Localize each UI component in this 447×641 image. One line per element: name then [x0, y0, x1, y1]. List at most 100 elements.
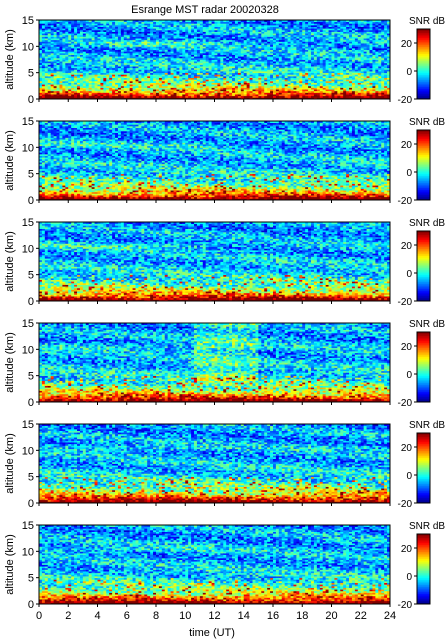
snr-cell: [62, 51, 66, 54]
snr-cell: [129, 36, 133, 39]
snr-cell: [53, 85, 57, 88]
snr-cell: [115, 59, 119, 62]
snr-cell: [202, 82, 207, 85]
snr-cell: [337, 31, 341, 34]
snr-cell: [296, 49, 300, 52]
snr-cell: [273, 92, 277, 95]
snr-cell: [188, 29, 192, 32]
snr-cell: [299, 52, 303, 55]
snr-cell: [217, 52, 221, 55]
snr-cell: [226, 75, 230, 79]
snr-cell: [65, 51, 69, 54]
snr-cell: [132, 59, 136, 62]
snr-cell: [135, 43, 139, 46]
snr-cell: [141, 23, 145, 26]
snr-cell: [41, 95, 46, 98]
snr-cell: [147, 67, 151, 70]
snr-cell: [74, 21, 78, 24]
snr-cell: [71, 54, 75, 57]
snr-cell: [182, 51, 186, 54]
snr-cell: [208, 66, 212, 69]
snr-cell: [223, 24, 227, 27]
snr-cell: [208, 51, 212, 54]
snr-cell: [59, 57, 63, 60]
snr-cell: [44, 77, 49, 80]
snr-cell: [88, 94, 93, 97]
snr-cell: [226, 62, 230, 65]
snr-cell: [170, 56, 174, 59]
snr-cell: [68, 79, 72, 82]
snr-cell: [85, 90, 90, 93]
snr-cell: [267, 87, 271, 90]
snr-cell: [267, 59, 271, 62]
snr-cell: [308, 82, 312, 85]
snr-cell: [220, 97, 224, 99]
snr-cell: [188, 28, 192, 31]
snr-cell: [234, 24, 239, 27]
snr-cell: [202, 72, 207, 75]
snr-cell: [234, 34, 239, 37]
snr-cell: [68, 38, 72, 41]
snr-cell: [176, 66, 180, 69]
snr-cell: [316, 66, 321, 69]
snr-cell: [50, 29, 55, 32]
snr-cell: [188, 59, 192, 62]
snr-cell: [264, 59, 268, 62]
snr-cell: [246, 69, 250, 72]
snr-cell: [267, 74, 271, 77]
snr-cell: [144, 69, 148, 72]
snr-cell: [296, 52, 300, 55]
snr-cell: [299, 26, 303, 29]
snr-cell: [211, 75, 215, 79]
snr-cell: [109, 24, 113, 27]
snr-cell: [158, 20, 163, 23]
snr-cell: [88, 33, 93, 36]
snr-cell: [65, 62, 69, 65]
snr-cell: [150, 47, 154, 51]
snr-cell: [164, 67, 169, 70]
snr-cell: [305, 21, 309, 24]
snr-cell: [100, 38, 104, 41]
snr-cell: [161, 34, 166, 37]
snr-cell: [106, 94, 110, 97]
snr-cell: [50, 90, 55, 93]
snr-cell: [74, 79, 78, 82]
snr-cell: [302, 80, 306, 83]
snr-cell: [331, 95, 335, 98]
snr-cell: [205, 75, 210, 79]
snr-cell: [308, 89, 312, 92]
snr-cell: [302, 64, 306, 67]
snr-cell: [41, 89, 46, 92]
snr-cell: [205, 31, 210, 34]
snr-cell: [275, 38, 280, 41]
snr-cell: [194, 75, 198, 79]
snr-cell: [252, 66, 256, 69]
snr-cell: [109, 49, 113, 52]
snr-cell: [132, 71, 136, 74]
snr-cell: [226, 52, 230, 55]
snr-cell: [62, 57, 66, 60]
snr-cell: [194, 74, 198, 77]
snr-cell: [243, 94, 248, 97]
snr-cell: [120, 94, 125, 97]
snr-cell: [337, 38, 341, 41]
snr-cell: [226, 87, 230, 90]
snr-cell: [319, 72, 324, 75]
snr-cell: [302, 39, 306, 42]
snr-cell: [179, 57, 183, 60]
snr-cell: [126, 49, 131, 52]
snr-cell: [275, 80, 280, 83]
snr-cell: [117, 62, 122, 65]
snr-cell: [82, 94, 87, 97]
snr-cell: [284, 34, 289, 37]
snr-cell: [88, 72, 93, 75]
snr-cell: [56, 46, 60, 49]
snr-cell: [39, 34, 43, 37]
snr-cell: [135, 64, 139, 67]
snr-cell: [147, 34, 151, 37]
snr-cell: [214, 61, 218, 64]
snr-cell: [278, 77, 283, 80]
snr-cell: [56, 69, 60, 72]
snr-cell: [88, 31, 93, 34]
snr-cell: [85, 80, 90, 83]
